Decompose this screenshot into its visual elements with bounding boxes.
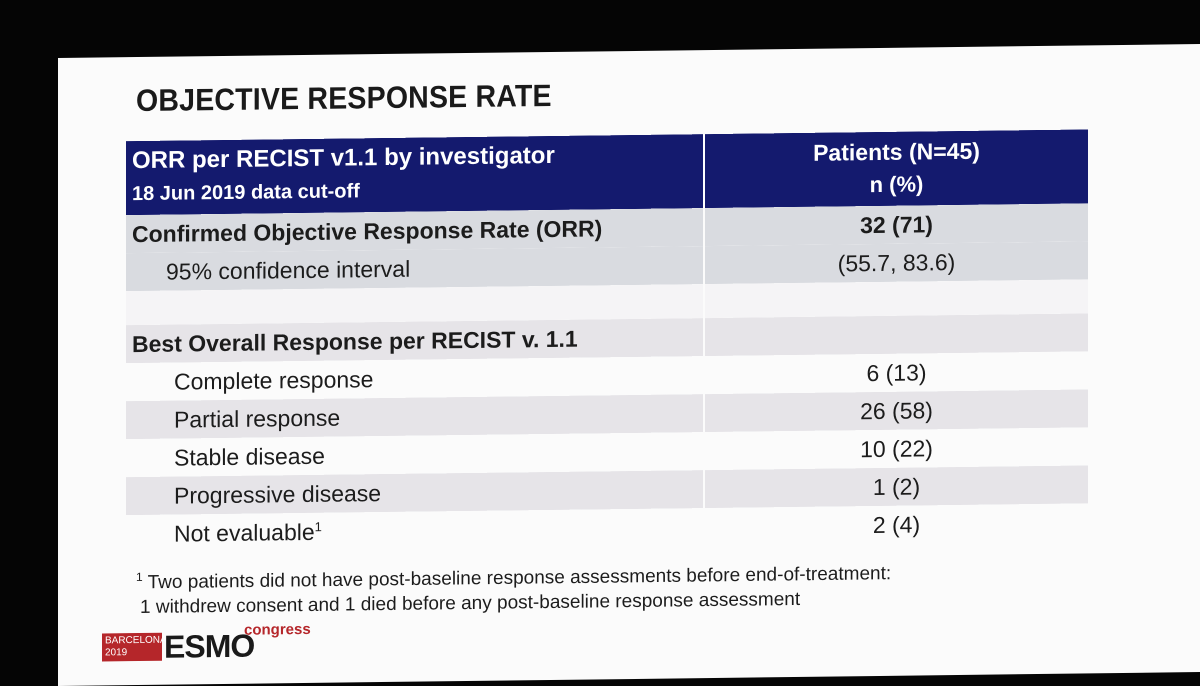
presentation-slide: OBJECTIVE RESPONSE RATE ORR per RECIST v… — [58, 44, 1200, 686]
header-right-cell: Patients (N=45) n (%) — [704, 129, 1088, 209]
logo-city: BARCELONA — [105, 634, 167, 647]
response-value: 6 (13) — [866, 359, 927, 387]
header-right-title: Patients (N=45) — [813, 137, 980, 166]
slide-title: OBJECTIVE RESPONSE RATE — [136, 77, 552, 119]
orr-table: ORR per RECIST v1.1 by investigator 18 J… — [126, 129, 1088, 554]
footnote: 1 Two patients did not have post-baselin… — [136, 556, 891, 621]
footnote-marker: 1 — [314, 519, 322, 535]
response-value: 10 (22) — [860, 435, 933, 463]
footnote-number: 1 — [136, 569, 143, 585]
logo-year: 2019 — [105, 647, 128, 659]
response-label: Not evaluable — [174, 518, 315, 547]
response-value: 1 (2) — [872, 473, 921, 501]
logo-brand: ESMO — [164, 627, 255, 665]
header-left-cell: ORR per RECIST v1.1 by investigator 18 J… — [126, 134, 704, 216]
response-value: 2 (4) — [872, 511, 921, 539]
logo-congress: congress — [244, 620, 311, 639]
orr-value: 32 (71) — [860, 211, 933, 239]
header-right-subtitle: n (%) — [869, 171, 924, 198]
table-header-row: ORR per RECIST v1.1 by investigator 18 J… — [126, 129, 1088, 216]
ci-value: (55.7, 83.6) — [837, 249, 956, 277]
logo-city-badge: BARCELONA 2019 — [102, 632, 167, 662]
esmo-congress-logo: BARCELONA 2019 ESMO congress — [102, 621, 322, 666]
response-label-cell: Not evaluable1 — [126, 508, 703, 553]
response-value: 26 (58) — [860, 397, 933, 425]
